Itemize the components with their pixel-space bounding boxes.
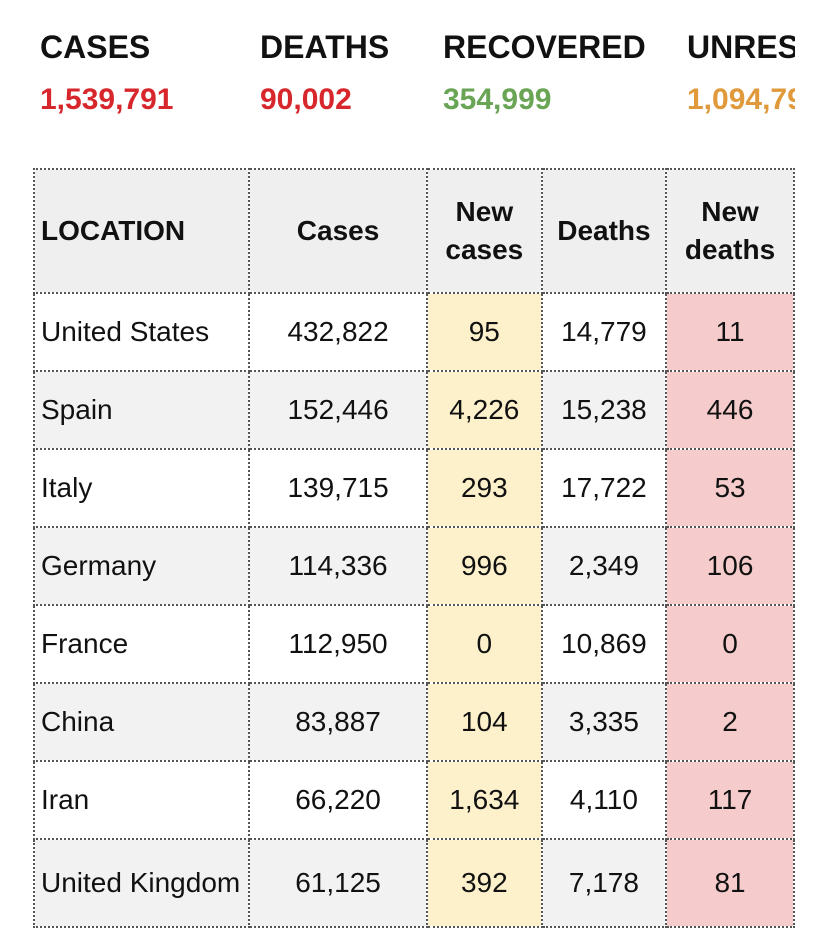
new-cases-cell: 0 [425, 604, 543, 684]
summary-stats: CASES 1,539,791 DEATHS 90,002 RECOVERED … [0, 28, 795, 128]
table-row: Spain 152,446 4,226 15,238 446 [32, 370, 795, 450]
new-deaths-cell: 11 [665, 292, 795, 372]
location-cell: Germany [32, 526, 251, 606]
location-cell: Iran [32, 760, 251, 840]
location-cell: United Kingdom [32, 838, 251, 928]
content-viewport: CASES 1,539,791 DEATHS 90,002 RECOVERED … [0, 28, 795, 928]
deaths-cell: 17,722 [540, 448, 668, 528]
stat-label: CASES [40, 29, 151, 65]
new-cases-cell: 95 [425, 292, 543, 372]
deaths-cell: 2,349 [540, 526, 668, 606]
cases-cell: 139,715 [248, 448, 428, 528]
new-deaths-cell: 446 [665, 370, 795, 450]
table-row: Iran 66,220 1,634 4,110 117 [32, 760, 795, 840]
stat-value: 1,539,791 [40, 83, 174, 116]
header-line: New [701, 196, 759, 227]
new-deaths-cell: 117 [665, 760, 795, 840]
cases-cell: 114,336 [248, 526, 428, 606]
cases-cell: 432,822 [248, 292, 428, 372]
deaths-cell: 10,869 [540, 604, 668, 684]
location-cell: Spain [32, 370, 251, 450]
stat-label: UNRESOLVED [687, 29, 795, 65]
new-cases-cell: 1,634 [425, 760, 543, 840]
stat-value: 354,999 [443, 83, 552, 116]
header-line: New [455, 196, 514, 227]
header-line: deaths [684, 234, 776, 265]
location-cell: France [32, 604, 251, 684]
stat-value: 1,094,790 [687, 83, 795, 116]
deaths-cell: 15,238 [540, 370, 668, 450]
column-header-new-cases[interactable]: New cases [425, 168, 543, 294]
deaths-cell: 3,335 [540, 682, 668, 762]
table-row: China 83,887 104 3,335 2 [32, 682, 795, 762]
stat-cases: CASES 1,539,791 [40, 28, 173, 118]
stat-unresolved: UNRESOLVED 1,094,790 [687, 28, 795, 118]
cases-table: LOCATION Cases New cases Deaths New deat… [32, 168, 795, 928]
table-body: United States 432,822 95 14,779 11 Spain 152,4… [32, 292, 795, 928]
deaths-cell: 7,178 [540, 838, 668, 928]
column-header-cases[interactable]: Cases [248, 168, 428, 294]
stat-deaths: DEATHS 90,002 [260, 28, 389, 118]
column-header-new-deaths[interactable]: New deaths [665, 168, 795, 294]
header-line: cases [445, 234, 524, 265]
new-deaths-cell: 2 [665, 682, 795, 762]
new-cases-cell: 293 [425, 448, 543, 528]
cases-cell: 152,446 [248, 370, 428, 450]
cases-cell: 66,220 [248, 760, 428, 840]
table-row: Italy 139,715 293 17,722 53 [32, 448, 795, 528]
deaths-cell: 4,110 [540, 760, 668, 840]
cases-cell: 112,950 [248, 604, 428, 684]
table-row: United Kingdom 61,125 392 7,178 81 [32, 838, 795, 928]
stat-label: RECOVERED [443, 29, 646, 65]
stat-value: 90,002 [260, 83, 352, 116]
new-deaths-cell: 53 [665, 448, 795, 528]
new-cases-cell: 996 [425, 526, 543, 606]
location-cell: Italy [32, 448, 251, 528]
new-deaths-cell: 0 [665, 604, 795, 684]
new-cases-cell: 4,226 [425, 370, 543, 450]
table-row: France 112,950 0 10,869 0 [32, 604, 795, 684]
column-header-location[interactable]: LOCATION [32, 168, 251, 294]
stat-label: DEATHS [260, 29, 390, 65]
new-cases-cell: 392 [425, 838, 543, 928]
new-deaths-cell: 81 [665, 838, 795, 928]
table-row: United States 432,822 95 14,779 11 [32, 292, 795, 372]
column-header-deaths[interactable]: Deaths [540, 168, 668, 294]
deaths-cell: 14,779 [540, 292, 668, 372]
new-cases-cell: 104 [425, 682, 543, 762]
cases-cell: 83,887 [248, 682, 428, 762]
stat-recovered: RECOVERED 354,999 [443, 28, 646, 118]
new-deaths-cell: 106 [665, 526, 795, 606]
location-cell: China [32, 682, 251, 762]
cases-cell: 61,125 [248, 838, 428, 928]
location-cell: United States [32, 292, 251, 372]
table-row: Germany 114,336 996 2,349 106 [32, 526, 795, 606]
table-header-row: LOCATION Cases New cases Deaths New deat… [32, 168, 795, 294]
